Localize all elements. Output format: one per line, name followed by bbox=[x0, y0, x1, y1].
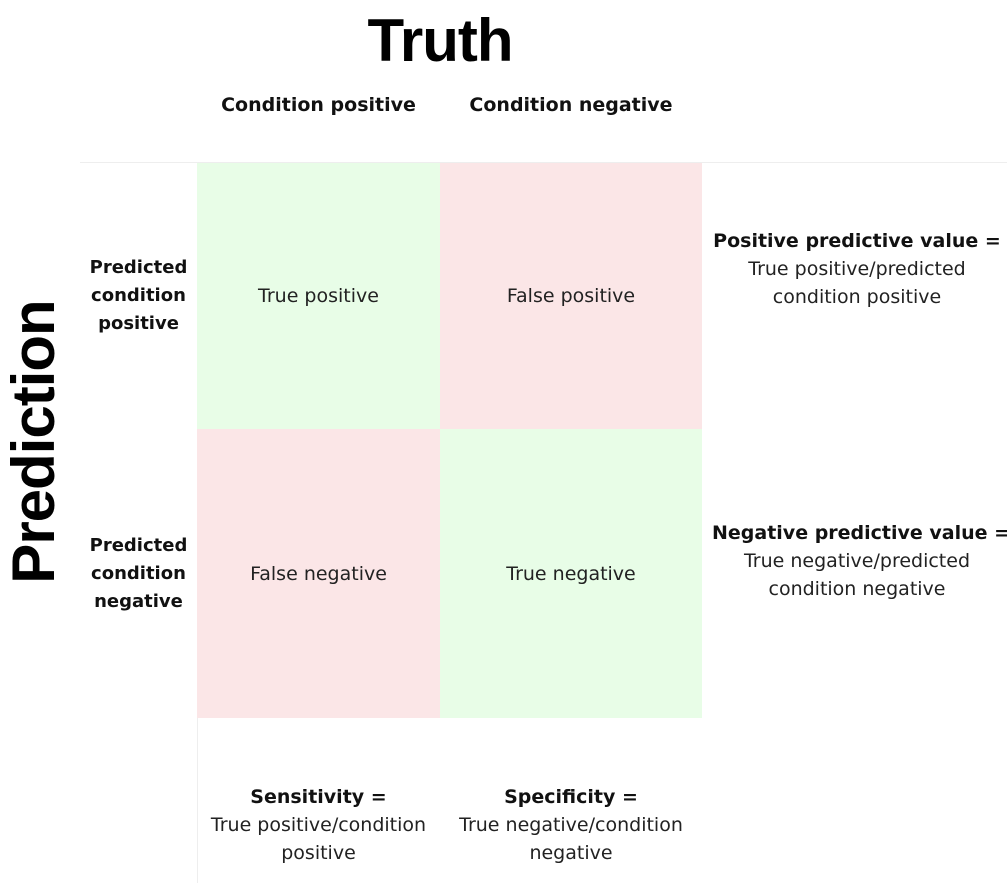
metric-formula-line: True negative/predicted bbox=[743, 550, 971, 572]
row-header-predicted-positive: Predicted condition positive bbox=[80, 163, 197, 429]
column-header-condition-negative: Condition negative bbox=[469, 94, 673, 116]
cell-label: True negative bbox=[506, 562, 636, 585]
metric-title: Negative predictive value = bbox=[712, 522, 1007, 544]
metric-formula-line: True positive/predicted bbox=[748, 258, 966, 280]
cell-label: False negative bbox=[250, 562, 387, 585]
row-header-line: condition bbox=[91, 562, 186, 584]
cell-true-positive: True positive bbox=[197, 163, 440, 429]
cell-false-negative: False negative bbox=[197, 429, 440, 718]
metric-sensitivity: Sensitivity = True positive/condition po… bbox=[197, 783, 440, 867]
row-header-line: positive bbox=[98, 313, 179, 334]
metric-formula-line: negative bbox=[529, 842, 613, 864]
cell-true-negative: True negative bbox=[440, 429, 702, 718]
metric-formula-line: condition negative bbox=[768, 578, 946, 600]
truth-axis-title: Truth bbox=[367, 7, 514, 74]
metric-formula-line: condition positive bbox=[772, 286, 942, 308]
footer-divider bbox=[197, 718, 198, 883]
prediction-axis-title: Prediction bbox=[0, 300, 67, 584]
cell-false-positive: False positive bbox=[440, 163, 702, 429]
metric-title: Sensitivity = bbox=[250, 786, 387, 808]
metric-title: Specificity = bbox=[504, 786, 638, 808]
row-header-line: Predicted bbox=[89, 257, 188, 278]
row-header-line: negative bbox=[94, 590, 183, 612]
metric-formula-line: True positive/condition bbox=[210, 814, 427, 836]
metric-formula-line: positive bbox=[281, 842, 356, 864]
cell-label: False positive bbox=[506, 285, 636, 307]
row-header-line: Predicted bbox=[89, 534, 188, 556]
metric-formula-line: True negative/condition bbox=[459, 814, 683, 836]
metric-specificity: Specificity = True negative/condition ne… bbox=[440, 783, 702, 867]
row-header-predicted-negative: Predicted condition negative bbox=[80, 429, 197, 718]
row-header-line: condition bbox=[91, 285, 186, 306]
cell-label: True positive bbox=[258, 285, 379, 307]
metric-positive-predictive-value: Positive predictive value = True positiv… bbox=[712, 227, 1002, 311]
header-divider bbox=[80, 162, 1007, 163]
metric-title: Positive predictive value = bbox=[713, 230, 1001, 252]
column-header-condition-positive: Condition positive bbox=[221, 94, 416, 116]
metric-negative-predictive-value: Negative predictive value = True negativ… bbox=[712, 519, 1007, 603]
